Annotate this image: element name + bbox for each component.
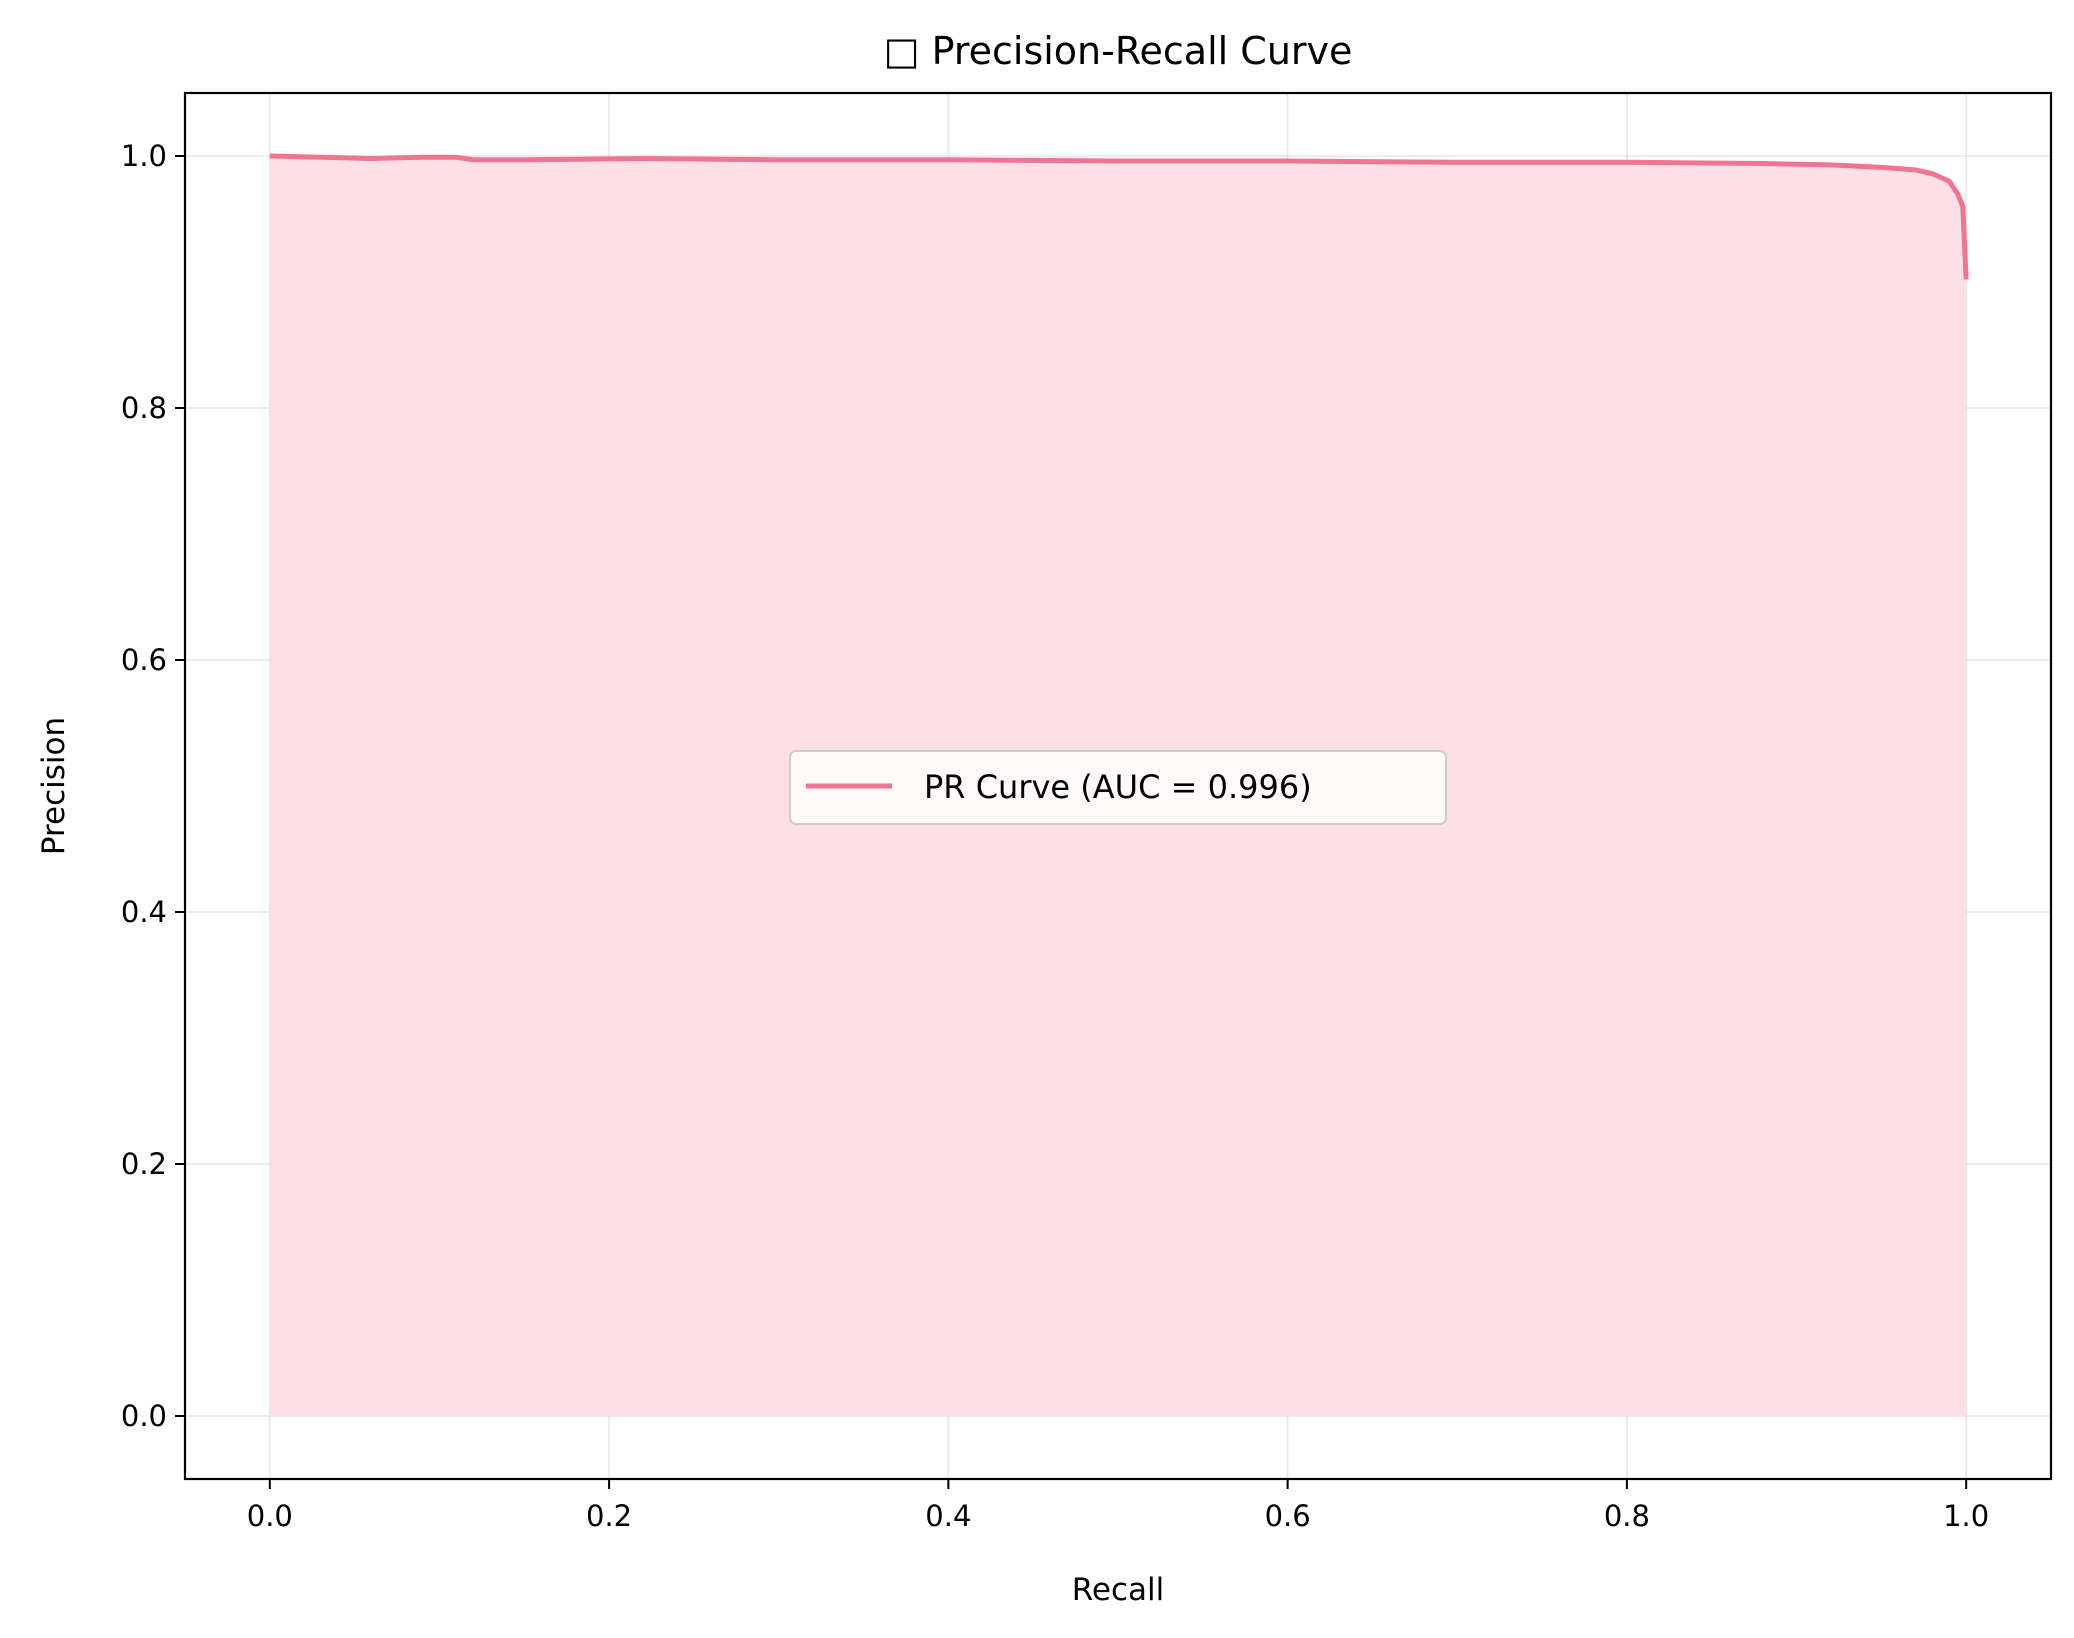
y-tick-label: 1.0 (121, 139, 167, 173)
legend: PR Curve (AUC = 0.996) (789, 750, 1447, 825)
y-tick-label: 0.2 (121, 1147, 167, 1181)
y-axis-label: Precision (36, 717, 72, 855)
x-tick-label: 0.6 (1265, 1499, 1311, 1533)
pr-curve-line (269, 153, 1969, 280)
x-tick-label: 0.8 (1604, 1499, 1650, 1533)
y-axis-ticks: 0.0 0.2 0.4 0.6 0.8 1.0 (121, 139, 185, 1433)
x-axis-ticks: 0.0 0.2 0.4 0.6 0.8 1.0 (247, 1479, 1989, 1533)
x-tick-label: 1.0 (1943, 1499, 1989, 1533)
x-axis-label: Recall (1072, 1572, 1165, 1608)
x-tick-label: 0.4 (925, 1499, 971, 1533)
y-tick-label: 0.0 (121, 1399, 167, 1433)
curve-layer (269, 153, 1969, 280)
plot-frame (183, 91, 2053, 1481)
y-tick-label: 0.8 (121, 391, 167, 425)
legend-box (789, 750, 1447, 825)
y-tick-label: 0.6 (121, 643, 167, 677)
legend-label: PR Curve (AUC = 0.996) (924, 768, 1312, 806)
y-tick-label: 0.4 (121, 895, 167, 929)
chart-title: □ Precision-Recall Curve (884, 29, 1353, 73)
x-tick-label: 0.2 (586, 1499, 632, 1533)
x-tick-label: 0.0 (247, 1499, 293, 1533)
